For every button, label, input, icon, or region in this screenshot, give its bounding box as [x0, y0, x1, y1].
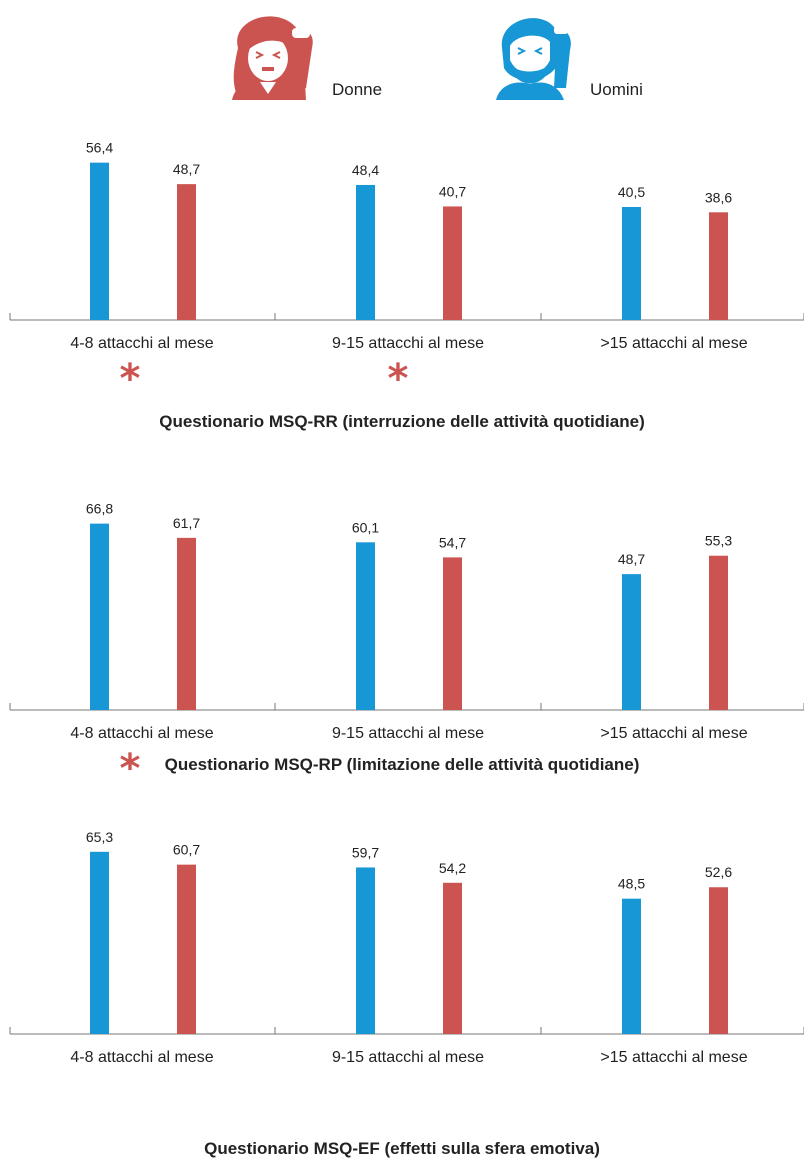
- chart-title-msq-rp: Questionario MSQ-RP (limitazione delle a…: [164, 755, 640, 774]
- bar-chart-msq-ef: 65,3 60,7 4-8 attacchi al mese 59,7 54,2 9-15…: [9, 829, 804, 1066]
- chart-title-msq-ef: Questionario MSQ-EF (effetti sulla sfera…: [204, 1139, 600, 1158]
- category-label: >15 attacchi al mese: [600, 335, 747, 352]
- chart-panel-msq-ef: 65,3 60,7 4-8 attacchi al mese 59,7 54,2 9-15…: [0, 778, 804, 1176]
- bar-donne: [709, 212, 728, 320]
- data-label: 60,1: [352, 519, 379, 535]
- data-label: 40,5: [618, 184, 645, 200]
- data-label: 54,7: [439, 534, 466, 550]
- data-label: 55,3: [705, 533, 732, 549]
- category-label: 9-15 attacchi al mese: [332, 335, 484, 352]
- chart-title-msq-rr: Questionario MSQ-RR (interruzione delle …: [159, 412, 645, 431]
- bar-uomini: [90, 851, 109, 1034]
- bar-donne: [443, 882, 462, 1034]
- category-label: 4-8 attacchi al mese: [70, 1049, 213, 1066]
- data-label: 54,2: [439, 860, 466, 876]
- data-label: 48,7: [618, 551, 645, 567]
- data-label: 56,4: [86, 140, 113, 156]
- data-label: 40,7: [439, 183, 466, 199]
- data-label: 65,3: [86, 829, 113, 845]
- bar-chart-msq-rr: 56,4 48,7 4-8 attacchi al mese * 48,4 40,7 9-1…: [9, 140, 804, 402]
- bar-uomini: [90, 162, 109, 320]
- bar-uomini: [622, 898, 641, 1034]
- bar-uomini: [356, 542, 375, 710]
- man-headache-icon: [496, 18, 571, 100]
- bar-donne: [443, 557, 462, 710]
- category-label: >15 attacchi al mese: [600, 725, 747, 742]
- category-label: 9-15 attacchi al mese: [332, 1049, 484, 1066]
- legend-label-donne: Donne: [332, 80, 383, 99]
- data-label: 66,8: [86, 501, 113, 517]
- bar-donne: [177, 537, 196, 710]
- data-label: 61,7: [173, 515, 200, 531]
- bar-uomini: [90, 523, 109, 710]
- bar-uomini: [622, 574, 641, 710]
- bar-donne: [443, 206, 462, 320]
- legend-label-uomini: Uomini: [590, 80, 643, 99]
- category-label: 9-15 attacchi al mese: [332, 725, 484, 742]
- bar-donne: [177, 184, 196, 320]
- data-label: 48,4: [352, 162, 379, 178]
- significance-asterisk: *: [120, 356, 141, 402]
- chart-panel-msq-rp: 66,8 61,7 4-8 attacchi al mese * 60,1 54,7 9-1…: [0, 470, 804, 830]
- bar-chart-msq-rp: 66,8 61,7 4-8 attacchi al mese * 60,1 54,7 9-1…: [9, 501, 804, 770]
- data-label: 38,6: [705, 189, 732, 205]
- data-label: 48,5: [618, 876, 645, 892]
- significance-asterisk: *: [120, 746, 141, 770]
- bar-donne: [709, 887, 728, 1034]
- category-label: 4-8 attacchi al mese: [70, 335, 213, 352]
- bar-uomini: [356, 867, 375, 1034]
- legend: Donne Uomini: [0, 0, 804, 110]
- woman-headache-icon: [232, 16, 313, 100]
- data-label: 59,7: [352, 844, 379, 860]
- data-label: 48,7: [173, 161, 200, 177]
- data-label: 52,6: [705, 864, 732, 880]
- significance-asterisk: *: [388, 356, 409, 402]
- chart-panel-msq-rr: 56,4 48,7 4-8 attacchi al mese * 48,4 40,7 9-1…: [0, 110, 804, 440]
- category-label: >15 attacchi al mese: [600, 1049, 747, 1066]
- bar-donne: [709, 555, 728, 710]
- bar-donne: [177, 864, 196, 1034]
- bar-uomini: [356, 184, 375, 320]
- data-label: 60,7: [173, 842, 200, 858]
- bar-uomini: [622, 207, 641, 320]
- category-label: 4-8 attacchi al mese: [70, 725, 213, 742]
